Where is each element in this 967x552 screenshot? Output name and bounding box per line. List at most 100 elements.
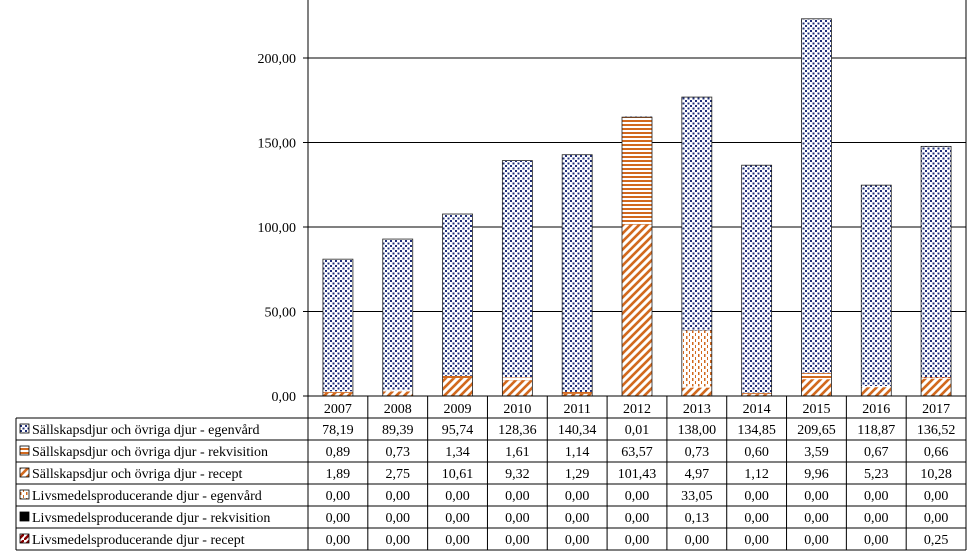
bar-2012-series-2 xyxy=(622,224,652,396)
bar-2015-series-1 xyxy=(801,373,832,380)
bar-2016-series-2 xyxy=(861,387,892,396)
bar-2007-series-2 xyxy=(322,392,353,396)
bar-2011-series-0 xyxy=(562,154,593,392)
bar-2012-series-1 xyxy=(622,117,652,225)
table-cell: 0,01 xyxy=(625,423,650,438)
y-tick-label: 150,00 xyxy=(258,137,297,152)
legend-key xyxy=(19,423,30,434)
bar-2008-series-2 xyxy=(382,391,413,396)
y-tick-labels: 0,00 50,00 100,00 150,00 200,00 xyxy=(258,52,297,405)
table-cell: 0,00 xyxy=(804,489,829,504)
x-tick-label: 2008 xyxy=(384,402,412,417)
table-cell: 0,00 xyxy=(804,533,829,548)
y-tick-label: 200,00 xyxy=(258,52,297,67)
table-cell: 0,00 xyxy=(505,533,530,548)
table-cell: 0,67 xyxy=(864,445,889,460)
bar-2016-series-1 xyxy=(861,386,892,388)
table-cell: 0,66 xyxy=(924,445,949,460)
legend-label: Livsmedelsproducerande djur - egenvård xyxy=(32,489,262,504)
bar-2013-series-1 xyxy=(681,386,712,388)
bar-2017-series-5 xyxy=(921,376,952,378)
bar-2014-series-1 xyxy=(741,393,772,395)
table-cell: 0,00 xyxy=(685,533,710,548)
bar-2017-series-1 xyxy=(921,377,952,379)
bar-2009-series-1 xyxy=(442,375,473,379)
x-tick-label: 2010 xyxy=(503,402,531,417)
table-cell: 0,00 xyxy=(385,533,410,548)
table-cell: 0,00 xyxy=(744,489,769,504)
table-cell: 78,19 xyxy=(322,423,354,438)
legend-label: Sällskapsdjur och övriga djur - rekvisit… xyxy=(32,445,268,460)
table-cell: 134,85 xyxy=(737,423,776,438)
table-cell: 33,05 xyxy=(681,489,713,504)
table-cell: 136,52 xyxy=(917,423,956,438)
table-cell: 0,00 xyxy=(804,511,829,526)
table-cell: 0,00 xyxy=(864,533,889,548)
bar-2008-series-0 xyxy=(382,239,413,391)
table-cell: 0,00 xyxy=(744,511,769,526)
table-cell: 1,29 xyxy=(565,467,590,482)
x-tick-label: 2011 xyxy=(563,402,590,417)
table-cell: 0,00 xyxy=(924,489,949,504)
table-cell: 0,00 xyxy=(445,511,470,526)
bar-2014-series-2 xyxy=(741,394,772,396)
table-cell: 0,00 xyxy=(565,533,590,548)
x-tick-label: 2015 xyxy=(802,402,830,417)
bar-2010-series-0 xyxy=(502,160,533,378)
x-tick-label: 2009 xyxy=(444,402,472,417)
x-tick-label: 2017 xyxy=(922,402,950,417)
bar-2010-series-2 xyxy=(502,380,533,396)
bar-2013-series-0 xyxy=(681,97,712,331)
bar-2013-series-3 xyxy=(681,330,712,387)
table-cell: 10,28 xyxy=(920,467,952,482)
x-tick-label: 2014 xyxy=(743,402,771,417)
table-cell: 0,00 xyxy=(505,489,530,504)
table-cell: 0,00 xyxy=(445,489,470,504)
bar-2008-series-1 xyxy=(382,390,413,392)
table-cell: 0,00 xyxy=(565,489,590,504)
legend-label: Sällskapsdjur och övriga djur - recept xyxy=(32,467,242,482)
bar-2007-series-1 xyxy=(322,391,353,393)
bar-2009-series-2 xyxy=(442,378,473,396)
table-cell: 1,12 xyxy=(744,467,769,482)
legend-key xyxy=(19,467,30,478)
table-cell: 0,00 xyxy=(326,511,351,526)
x-tick-label: 2007 xyxy=(324,402,352,417)
table-cell: 0,00 xyxy=(625,489,650,504)
legend-key xyxy=(19,489,30,500)
table-cell: 1,14 xyxy=(565,445,590,460)
table-cell: 0,00 xyxy=(565,511,590,526)
x-tick-label: 2013 xyxy=(683,402,711,417)
bar-2007-series-0 xyxy=(322,259,353,392)
bar-2016-series-0 xyxy=(861,185,892,387)
bar-2011-series-2 xyxy=(562,393,593,396)
table-cell: 0,89 xyxy=(326,445,351,460)
table-cell: 118,87 xyxy=(857,423,895,438)
bar-2017-series-2 xyxy=(921,378,952,396)
table-cell: 0,73 xyxy=(385,445,410,460)
table-cell: 128,36 xyxy=(498,423,537,438)
legend-key xyxy=(19,445,30,456)
y-tick-label: 50,00 xyxy=(265,306,297,321)
table-cell: 0,00 xyxy=(924,511,949,526)
table-cell: 0,00 xyxy=(864,511,889,526)
bar-2010-series-1 xyxy=(502,377,533,381)
data-table: 2007 2008 2009 2010 2011 2012 2013 2014 2015 2016… xyxy=(15,0,967,551)
table-cell: 4,97 xyxy=(685,467,710,482)
y-tick-label: 0,00 xyxy=(272,390,297,405)
table-cell: 0,00 xyxy=(744,533,769,548)
bar-2011-series-1 xyxy=(562,391,593,394)
table-cell: 2,75 xyxy=(385,467,410,482)
table-cell: 0,00 xyxy=(625,533,650,548)
bar-2015-series-2 xyxy=(801,379,832,396)
bar-2013-series-2 xyxy=(681,387,712,396)
table-cell: 95,74 xyxy=(442,423,474,438)
table-cell: 0,13 xyxy=(685,511,710,526)
table-cell: 63,57 xyxy=(621,445,653,460)
table-cell: 9,96 xyxy=(804,467,829,482)
table-cell: 9,32 xyxy=(505,467,530,482)
bar-2009-series-0 xyxy=(442,214,473,376)
x-tick-label: 2012 xyxy=(623,402,651,417)
table-cell: 101,43 xyxy=(618,467,657,482)
